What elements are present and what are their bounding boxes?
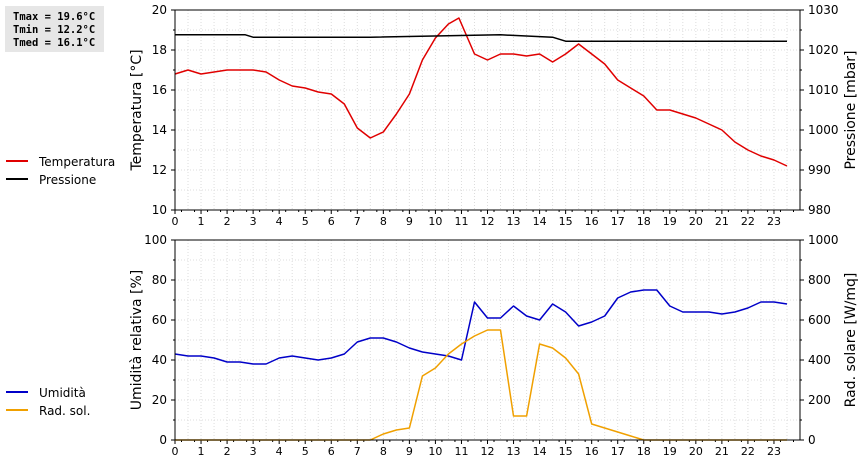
x-tick-label: 16 (585, 445, 599, 458)
x-tick-label: 18 (637, 445, 651, 458)
y2-axis-label: Rad. solare [W/mq] (843, 273, 859, 408)
y2-tick-label: 400 (808, 353, 831, 367)
tmin-label: Tmin = 12.2°C (13, 24, 96, 36)
legend-label: Umidità (39, 386, 86, 400)
humidity-radiation-chart: 0 1 2 3 4 5 6 7 8 9 10 11 12 13 14 15 16 17 18 19 20 21 22 2302… (6, 233, 859, 458)
x-tick-label: 0 (172, 215, 179, 228)
legend-label: Temperatura (38, 155, 115, 169)
y2-tick-label: 1010 (808, 83, 839, 97)
x-tick-label: 4 (276, 215, 283, 228)
x-tick-label: 1 (198, 215, 205, 228)
x-tick-label: 11 (454, 445, 468, 458)
y-tick-label: 12 (152, 163, 167, 177)
y2-tick-label: 1020 (808, 43, 839, 57)
y-axis-label: Umidità relativa [%] (129, 270, 145, 411)
x-tick-label: 10 (428, 215, 442, 228)
x-tick-label: 6 (328, 215, 335, 228)
x-tick-label: 2 (224, 445, 231, 458)
x-tick-label: 5 (302, 215, 309, 228)
y-tick-label: 20 (152, 3, 167, 17)
y-tick-label: 18 (152, 43, 167, 57)
x-tick-label: 7 (354, 215, 361, 228)
y2-tick-label: 1030 (808, 3, 839, 17)
x-tick-label: 8 (380, 445, 387, 458)
x-tick-label: 4 (276, 445, 283, 458)
x-tick-label: 19 (663, 215, 677, 228)
x-tick-label: 1 (198, 445, 205, 458)
y-tick-label: 16 (152, 83, 167, 97)
legend-label: Rad. sol. (39, 404, 90, 418)
series-line-0 (174, 17, 788, 167)
x-tick-label: 13 (507, 445, 521, 458)
x-tick-label: 3 (250, 215, 257, 228)
series-line-2 (174, 289, 788, 365)
y-tick-label: 100 (144, 233, 167, 247)
y2-tick-label: 800 (808, 273, 831, 287)
x-tick-label: 12 (481, 445, 495, 458)
y2-tick-label: 600 (808, 313, 831, 327)
x-tick-label: 22 (741, 215, 755, 228)
x-tick-label: 9 (406, 215, 413, 228)
x-tick-label: 12 (481, 215, 495, 228)
series-line-3 (175, 329, 787, 441)
x-tick-label: 23 (767, 215, 781, 228)
y2-tick-label: 1000 (808, 123, 839, 137)
x-tick-label: 7 (354, 445, 361, 458)
x-tick-label: 9 (406, 445, 413, 458)
plot-frame (174, 9, 801, 211)
x-tick-label: 8 (380, 215, 387, 228)
series-line-1 (175, 34, 787, 42)
plot-frame (174, 239, 801, 441)
x-tick-label: 17 (611, 215, 625, 228)
y-tick-label: 40 (152, 353, 167, 367)
y-tick-label: 10 (152, 203, 167, 217)
x-tick-label: 19 (663, 445, 677, 458)
x-tick-label: 17 (611, 445, 625, 458)
x-tick-label: 2 (224, 215, 231, 228)
x-tick-label: 16 (585, 215, 599, 228)
y-tick-label: 20 (152, 393, 167, 407)
y-tick-label: 80 (152, 273, 167, 287)
x-tick-label: 22 (741, 445, 755, 458)
x-tick-label: 23 (767, 445, 781, 458)
x-tick-label: 14 (533, 215, 547, 228)
x-tick-label: 20 (689, 445, 703, 458)
x-tick-label: 21 (715, 215, 729, 228)
y2-tick-label: 980 (808, 203, 831, 217)
y-tick-label: 0 (159, 433, 167, 447)
x-tick-label: 3 (250, 445, 257, 458)
x-tick-label: 6 (328, 445, 335, 458)
x-tick-label: 15 (559, 215, 573, 228)
legend-label: Pressione (39, 173, 96, 187)
y-tick-label: 60 (152, 313, 167, 327)
y2-tick-label: 0 (808, 433, 816, 447)
x-tick-label: 11 (454, 215, 468, 228)
stats-box: Tmax = 19.6°C Tmin = 12.2°C Tmed = 16.1°… (5, 6, 104, 52)
y2-tick-label: 1000 (808, 233, 839, 247)
tmed-label: Tmed = 16.1°C (13, 37, 96, 49)
x-tick-label: 20 (689, 215, 703, 228)
y2-axis-label: Pressione [mbar] (843, 50, 859, 169)
y2-tick-label: 990 (808, 163, 831, 177)
x-tick-label: 14 (533, 445, 547, 458)
y-tick-label: 14 (152, 123, 167, 137)
x-tick-label: 21 (715, 445, 729, 458)
x-tick-label: 10 (428, 445, 442, 458)
tmax-label: Tmax = 19.6°C (13, 11, 96, 23)
y-axis-label: Temperatura [°C] (129, 49, 145, 171)
y2-tick-label: 200 (808, 393, 831, 407)
temperature-pressure-chart: 0 1 2 3 4 5 6 7 8 9 10 11 12 13 14 15 16 17 18 19 20 21 22 2310… (6, 3, 859, 228)
x-tick-label: 13 (507, 215, 521, 228)
x-tick-label: 15 (559, 445, 573, 458)
x-tick-label: 0 (172, 445, 179, 458)
x-tick-label: 18 (637, 215, 651, 228)
x-tick-label: 5 (302, 445, 309, 458)
